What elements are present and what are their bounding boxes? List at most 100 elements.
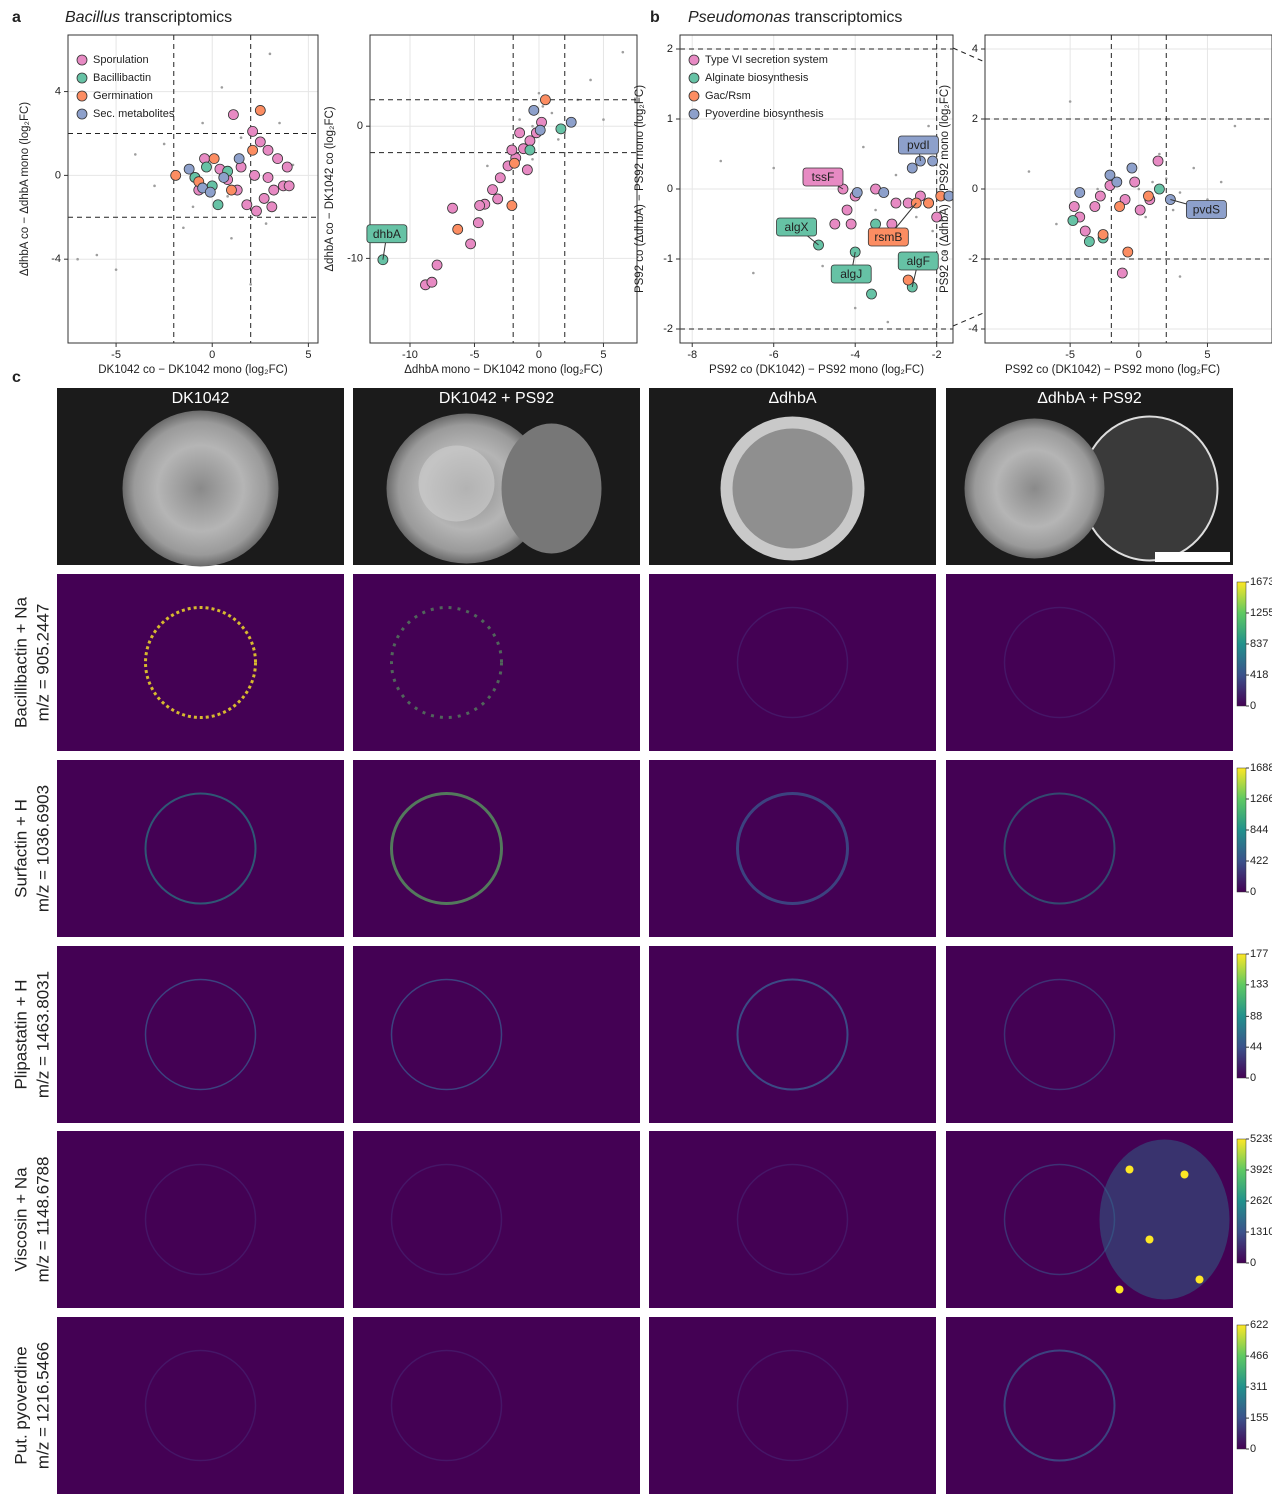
panel-title-text: transcriptomics [795,9,903,26]
panel-letter: b [650,9,660,26]
y-tick-label: 4 [55,85,61,97]
background-point [192,206,195,209]
legend-swatch [689,109,699,119]
colorbar-tick-label: 44 [1250,1041,1262,1053]
data-point [842,205,852,215]
msi-feature [1100,1140,1230,1300]
data-point [171,170,181,180]
background-point [249,283,252,286]
data-point [284,181,294,191]
colony [123,411,279,567]
legend-swatch [689,55,699,65]
data-point [255,137,265,147]
background-point [752,272,755,275]
annotation-label: algJ [840,267,862,281]
msi-hotspot [1181,1171,1189,1179]
background-point [96,254,99,257]
data-point [566,117,576,127]
background-point [874,209,877,212]
msi-heatmap [353,946,640,1123]
msi-heatmap [57,760,344,937]
row-label: Viscosin + Na [11,1167,30,1272]
legend-label: Germination [93,90,153,102]
colorbar-tick-label: 1266 [1250,793,1272,805]
background-point [163,143,166,146]
data-point [448,203,458,213]
data-point [1112,177,1122,187]
background-point [772,167,775,170]
msi-heatmap [57,1131,344,1308]
data-point [263,145,273,155]
background-point [895,174,898,177]
panel-letter: a [12,9,21,26]
row-label-mz: m/z = 1463.8031 [33,971,52,1098]
data-point [1075,188,1085,198]
msi-heatmap [649,1131,936,1308]
y-tick-label: 2 [972,113,978,125]
y-tick-label: 0 [972,183,978,195]
data-point [509,158,519,168]
background-point [201,122,204,125]
colorbar-tick-label: 3929 [1250,1164,1272,1176]
y-axis-label: PS92 co (ΔdhbA) − PS92 mono (log₂FC) [939,85,951,293]
y-axis-label: ΔdhbA co − DK1042 co (log₂FC) [324,106,336,271]
data-point [427,277,437,287]
colorbar-tick-label: 1688 [1250,762,1272,774]
colorbar-tick-label: 622 [1250,1319,1268,1331]
row-label: Surfactin + H [11,799,30,898]
data-point [903,275,913,285]
column-header: DK1042 [172,390,230,407]
data-point [1095,191,1105,201]
background-point [1144,216,1147,219]
annotation-label: tssF [812,170,835,184]
panel-title-text: transcriptomics [125,9,233,26]
colorbar [1237,768,1246,892]
data-point [432,260,442,270]
data-point [1084,237,1094,247]
background-point [557,138,560,141]
y-tick-label: 0 [55,169,61,181]
row-label-mz: m/z = 1148.6788 [33,1157,52,1283]
colorbar-tick-label: 1255 [1250,607,1272,619]
data-point [488,185,498,195]
column-header: ΔdhbA [768,390,816,407]
y-tick-label: 2 [667,43,673,55]
legend-label: Bacillibactin [93,72,151,84]
data-point [213,200,223,210]
background-point [915,216,918,219]
panel-title-italic: Bacillus [65,9,120,26]
x-axis-label: PS92 co (DK1042) − PS92 mono (log₂FC) [709,364,924,376]
colony-center [733,429,853,549]
background-point [115,268,118,271]
annotation-label: algX [785,220,809,234]
data-point [273,154,283,164]
data-point [928,156,938,166]
data-point [515,128,525,138]
background-point [1179,191,1182,194]
legend-label: Type VI secretion system [705,54,828,66]
colorbar-tick-label: 0 [1250,1257,1256,1269]
background-point [602,118,605,121]
legend-label: Gac/Rsm [705,90,751,102]
data-point [522,165,532,175]
colorbar-tick-label: 311 [1250,1381,1268,1393]
y-tick-label: 4 [972,43,978,55]
legend-swatch [77,109,87,119]
data-point [525,145,535,155]
legend-swatch [77,55,87,65]
colony [502,424,602,554]
colorbar [1237,1325,1246,1449]
data-point [887,219,897,229]
x-tick-label: -4 [850,349,860,361]
panel-title-italic: Pseudomonas [688,9,790,26]
y-tick-label: -2 [968,253,978,265]
colorbar-tick-label: 418 [1250,669,1268,681]
background-point [1055,223,1058,226]
panel-letter: c [12,369,21,386]
background-point [134,153,137,156]
annotation-label: algF [907,254,930,268]
background-point [622,51,625,54]
data-point [1098,230,1108,240]
data-point [226,185,236,195]
background-point [719,160,722,163]
